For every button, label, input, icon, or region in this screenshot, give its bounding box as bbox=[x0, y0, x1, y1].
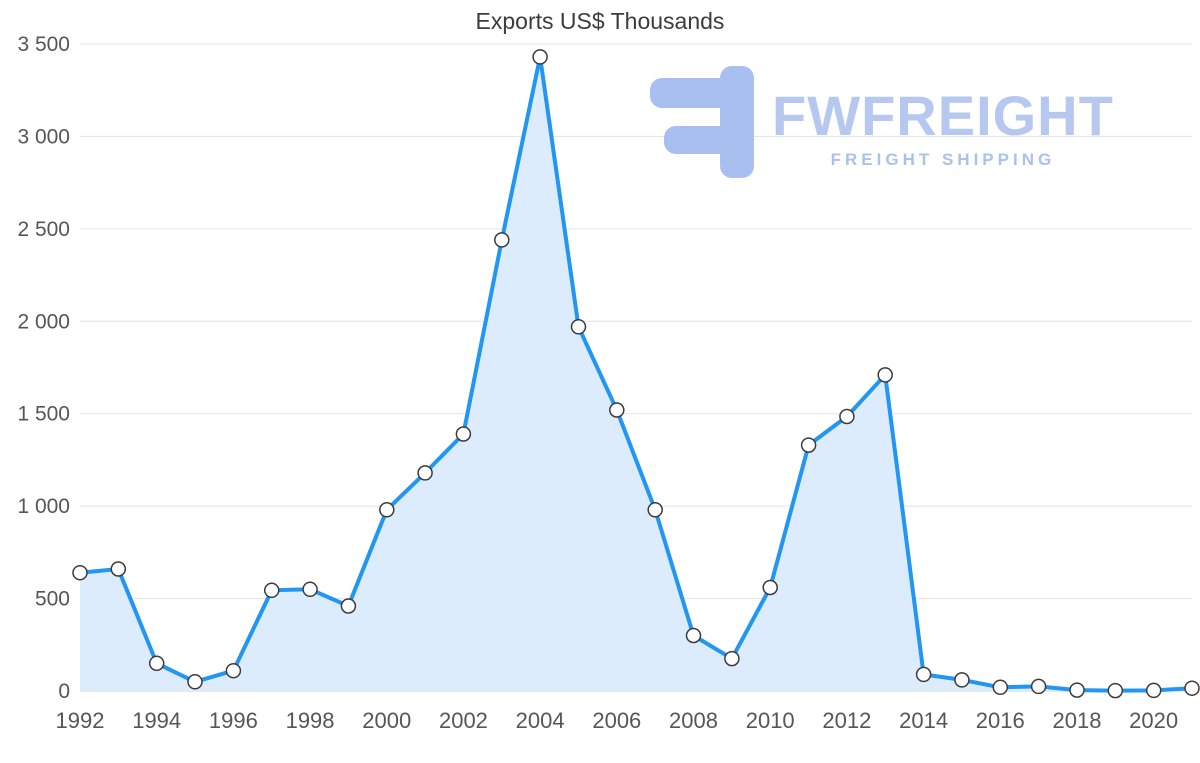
y-axis-label: 0 bbox=[58, 680, 70, 703]
x-axis-label: 1998 bbox=[286, 708, 335, 733]
data-point-marker[interactable] bbox=[839, 408, 855, 425]
data-point-marker[interactable] bbox=[1069, 682, 1085, 698]
x-axis-label: 2008 bbox=[669, 708, 718, 733]
area-fill bbox=[80, 56, 1192, 691]
data-point-marker[interactable] bbox=[1145, 682, 1162, 699]
x-axis-label: 1992 bbox=[56, 708, 105, 733]
data-point-marker[interactable] bbox=[72, 564, 88, 581]
data-point-marker[interactable] bbox=[379, 502, 395, 518]
data-point-marker[interactable] bbox=[685, 627, 702, 644]
data-point-marker[interactable] bbox=[225, 662, 242, 679]
chart-title: Exports US$ Thousands bbox=[475, 8, 725, 34]
data-point-marker[interactable] bbox=[1107, 682, 1124, 699]
y-axis-label: 2 500 bbox=[17, 218, 70, 241]
data-point-marker[interactable] bbox=[148, 655, 165, 672]
x-axis-label: 1996 bbox=[209, 708, 258, 733]
data-point-marker[interactable] bbox=[494, 232, 510, 248]
data-point-marker[interactable] bbox=[647, 502, 663, 518]
x-axis-label: 2002 bbox=[439, 708, 488, 733]
y-axis-label: 500 bbox=[35, 588, 70, 611]
data-point-marker[interactable] bbox=[762, 579, 778, 596]
data-point-marker[interactable] bbox=[455, 426, 472, 442]
data-point-marker[interactable] bbox=[915, 666, 932, 683]
data-point-marker[interactable] bbox=[1184, 680, 1200, 696]
data-point-marker[interactable] bbox=[110, 561, 127, 577]
data-point-marker[interactable] bbox=[187, 674, 203, 690]
data-point-marker[interactable] bbox=[340, 598, 357, 614]
data-point-marker[interactable] bbox=[877, 367, 893, 383]
data-point-marker[interactable] bbox=[532, 49, 548, 65]
x-axis-label: 2016 bbox=[976, 708, 1025, 733]
y-axis-label: 3 000 bbox=[17, 125, 70, 148]
data-point-marker[interactable] bbox=[724, 650, 740, 667]
y-axis-label: 2 000 bbox=[17, 310, 70, 333]
data-point-marker[interactable] bbox=[1030, 678, 1047, 695]
data-point-marker[interactable] bbox=[302, 581, 318, 598]
data-point-marker[interactable] bbox=[263, 582, 280, 599]
x-axis-label: 2004 bbox=[516, 708, 565, 733]
x-axis-label: 2014 bbox=[899, 708, 948, 733]
x-axis-label: 2012 bbox=[822, 708, 871, 733]
data-point-marker[interactable] bbox=[954, 672, 970, 688]
data-point-marker[interactable] bbox=[570, 319, 587, 335]
data-point-marker[interactable] bbox=[992, 679, 1009, 696]
x-axis-label: 2018 bbox=[1052, 708, 1101, 733]
data-point-marker[interactable] bbox=[800, 437, 817, 453]
x-axis-label: 2020 bbox=[1129, 708, 1178, 733]
y-axis-label: 1 000 bbox=[17, 495, 70, 518]
data-point-marker[interactable] bbox=[417, 465, 433, 481]
x-axis-label: 2000 bbox=[362, 708, 411, 733]
data-point-marker[interactable] bbox=[609, 402, 625, 418]
x-axis-label: 2010 bbox=[746, 708, 795, 733]
x-axis-label: 1994 bbox=[132, 708, 181, 733]
x-axis-label: 2006 bbox=[592, 708, 641, 733]
y-axis-label: 3 500 bbox=[17, 33, 70, 56]
y-axis-label: 1 500 bbox=[17, 403, 70, 426]
